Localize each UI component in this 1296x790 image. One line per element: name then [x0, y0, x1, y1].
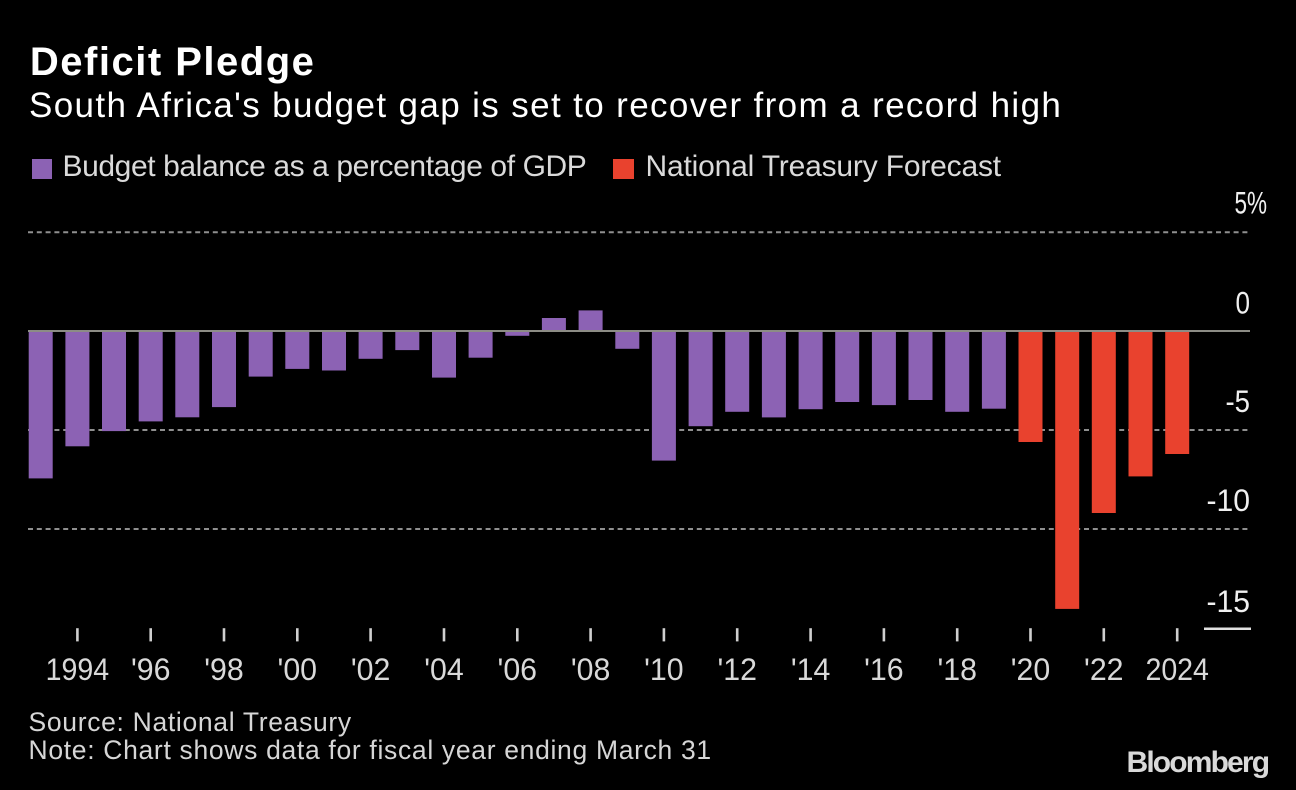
- svg-text:'18: '18: [937, 651, 977, 687]
- svg-text:'00: '00: [278, 651, 318, 687]
- svg-text:'04: '04: [424, 651, 464, 687]
- svg-text:-5: -5: [1226, 383, 1251, 419]
- svg-text:'10: '10: [644, 651, 684, 687]
- svg-text:2024: 2024: [1145, 651, 1209, 687]
- svg-text:-10: -10: [1207, 482, 1251, 518]
- svg-text:5%: 5%: [1235, 184, 1268, 220]
- svg-text:'16: '16: [864, 651, 904, 687]
- svg-text:'14: '14: [791, 651, 831, 687]
- svg-text:'12: '12: [717, 651, 757, 687]
- svg-text:1994: 1994: [46, 651, 110, 687]
- svg-text:'20: '20: [1011, 651, 1051, 687]
- svg-text:'22: '22: [1084, 651, 1124, 687]
- svg-text:'08: '08: [571, 651, 611, 687]
- svg-text:-15: -15: [1207, 583, 1251, 619]
- svg-text:'96: '96: [131, 651, 171, 687]
- svg-text:0: 0: [1236, 285, 1251, 321]
- svg-text:'06: '06: [498, 651, 538, 687]
- svg-text:'02: '02: [351, 651, 391, 687]
- svg-text:'98: '98: [204, 651, 244, 687]
